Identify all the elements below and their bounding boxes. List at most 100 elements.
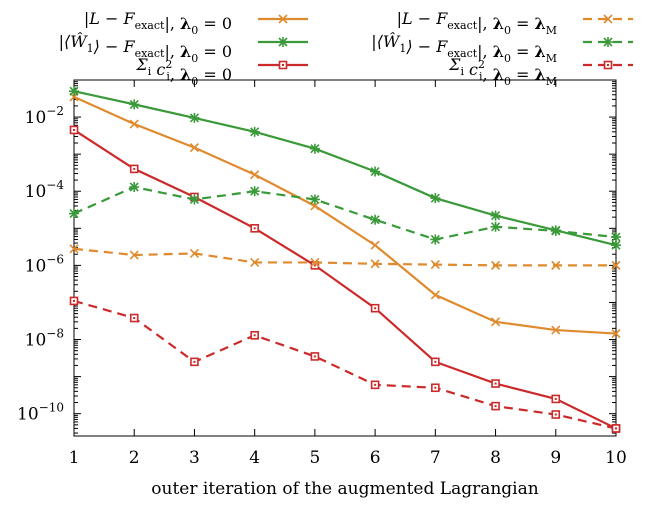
data-point — [69, 208, 79, 219]
legend-item: |⟨Ŵ1⟩ − Fexact|, λ0 = λM — [371, 31, 633, 65]
data-point — [430, 234, 441, 245]
legend-label: Σi c2 i, λ0 = λM — [448, 55, 557, 88]
legend-text-part: 0 — [504, 75, 511, 88]
legend-text-part: = 0 — [198, 14, 232, 33]
data-point — [370, 240, 380, 250]
x-tick-label: 6 — [370, 448, 381, 468]
legend-text-part: ⟩ − F — [93, 37, 136, 56]
data-point-dot — [494, 405, 497, 408]
legend-text-part: ⟩ − F — [405, 37, 448, 56]
legend-text-part: exact — [447, 47, 477, 60]
legend-item: |⟨Ŵ1⟩ − Fexact|, λ0 = 0 — [59, 31, 308, 65]
legend-text-part: λ — [493, 42, 504, 61]
data-point — [129, 119, 139, 129]
data-point — [69, 244, 79, 254]
legend-text-part: λ — [535, 42, 546, 61]
data-point — [250, 224, 259, 233]
data-point — [370, 166, 381, 177]
series-layer — [69, 86, 621, 433]
data-point — [69, 125, 79, 135]
data-point — [550, 225, 561, 236]
legend-item: |L − Fexact|, λ0 = λM — [397, 9, 633, 37]
legend-text-part: c — [151, 60, 165, 79]
legend-text-part: |, — [164, 14, 180, 33]
legend-text-part: exact — [135, 47, 165, 60]
series-line — [73, 90, 617, 247]
legend-text-part: i — [166, 70, 170, 83]
series-2 — [69, 125, 621, 433]
data-point-dot — [133, 317, 136, 320]
legend-text-part: M — [546, 24, 557, 37]
legend-marker — [603, 60, 613, 70]
legend-text-part: exact — [447, 19, 477, 32]
legend-text-part: 2 — [165, 58, 172, 71]
data-point — [310, 352, 320, 361]
series-line — [73, 129, 617, 430]
legend-text-part: exact — [135, 19, 165, 32]
y-tick-label: 10−4 — [25, 178, 65, 202]
x-axis: 1 2 3 4 5 6 7 8 9 10 — [69, 80, 627, 468]
legend-text-part: = 0 — [198, 42, 232, 61]
y-tick-label: 10−2 — [25, 104, 64, 128]
data-point — [611, 328, 621, 339]
legend-marker — [603, 14, 613, 24]
data-point-dot — [193, 360, 196, 363]
legend-text-part: λ — [535, 14, 546, 33]
legend-label: Σi c2i, λ0 = 0 — [135, 55, 232, 88]
plot-frame — [73, 79, 617, 437]
data-point — [370, 303, 380, 313]
y-tick-label: 10−8 — [25, 327, 64, 351]
legend-text-part: |, — [477, 42, 493, 61]
data-point — [250, 170, 260, 180]
data-point — [310, 201, 320, 211]
legend-text-part: i — [460, 65, 464, 78]
data-point — [189, 112, 200, 123]
legend-text-part: |L − F — [397, 9, 449, 28]
data-point — [430, 290, 440, 300]
data-point — [69, 86, 79, 97]
data-point — [611, 260, 621, 270]
legend-text-part: i — [148, 65, 152, 78]
legend-marker-dot — [282, 64, 284, 66]
data-point — [309, 194, 320, 205]
data-point — [129, 250, 139, 260]
data-point-dot — [494, 382, 497, 385]
data-point — [431, 383, 440, 393]
series-3 — [69, 244, 621, 270]
legend-marker — [278, 14, 288, 24]
legend-label: |⟨Ŵ1⟩ − Fexact|, λ0 = λM — [371, 31, 557, 65]
legend-text-part: 0 — [191, 52, 198, 65]
y-tick-exponent: −8 — [46, 327, 64, 341]
y-tick-base: 10 — [25, 331, 47, 351]
data-point — [189, 143, 200, 153]
data-point — [310, 257, 320, 268]
data-point-dot — [73, 299, 75, 302]
legend-item: Σi c2 i, λ0 = λM — [448, 55, 633, 88]
x-tick-label: 5 — [309, 448, 320, 468]
data-point — [491, 379, 500, 388]
y-tick-base: 10 — [25, 256, 47, 276]
data-point-dot — [374, 383, 377, 386]
legend-text-part: 1 — [399, 42, 406, 55]
data-point — [611, 424, 621, 433]
legend-text-part: M — [546, 52, 557, 65]
x-tick-label: 9 — [550, 448, 561, 468]
data-point — [129, 313, 139, 323]
data-point — [551, 325, 561, 335]
x-tick-label: 2 — [129, 448, 140, 468]
legend-text-part: = — [511, 65, 535, 84]
legend-text-part: , — [483, 65, 493, 84]
legend-text-part: |⟨Ŵ — [371, 31, 401, 51]
data-point — [491, 401, 500, 411]
data-point — [249, 126, 260, 137]
data-point-dot — [133, 167, 136, 170]
x-tick-label: 1 — [69, 448, 80, 468]
y-tick-label: 10−10 — [17, 401, 64, 425]
data-point — [551, 260, 561, 270]
data-point-dot — [554, 397, 557, 400]
data-point — [430, 260, 440, 270]
series-line — [73, 247, 616, 267]
data-point — [370, 380, 380, 390]
